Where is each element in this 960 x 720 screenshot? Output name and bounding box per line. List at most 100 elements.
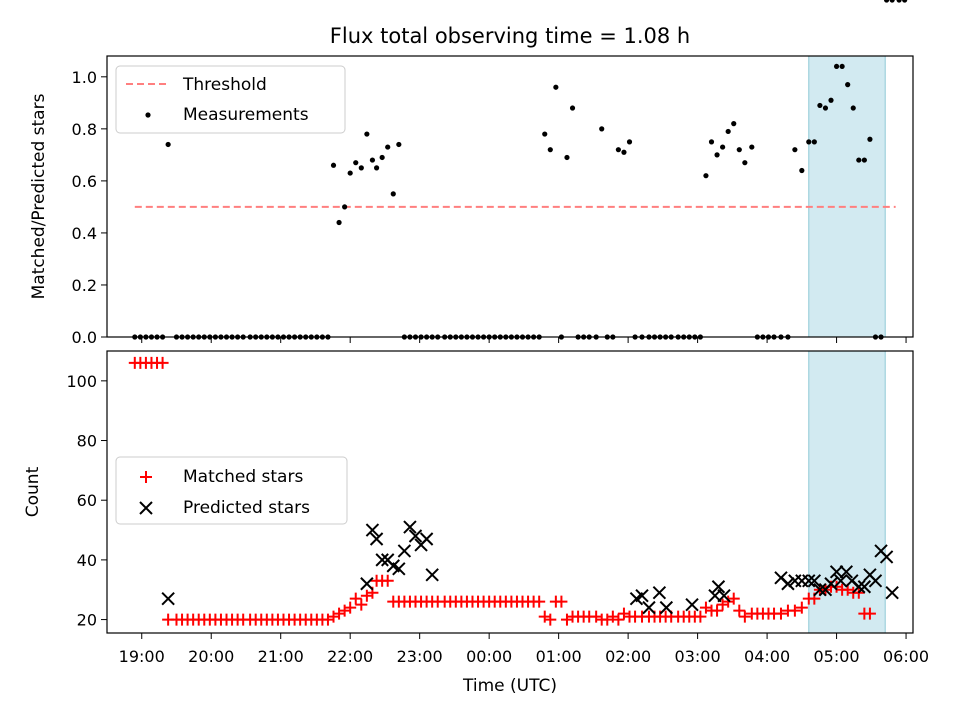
y-tick-label: 40: [77, 551, 97, 570]
measurement-point: [542, 131, 548, 137]
x-tick-label: 23:00: [397, 647, 443, 666]
x-tick-label: 03:00: [675, 647, 721, 666]
y-axis-label: Count: [23, 466, 43, 517]
measurement-point: [799, 167, 805, 174]
matched-star-point: [360, 589, 373, 602]
x-tick-label: 20:00: [188, 647, 234, 666]
measurement-point: [369, 157, 376, 163]
measurement-point: [867, 136, 873, 142]
predicted-star-point: [824, 577, 838, 591]
matched-star-point: [333, 607, 346, 620]
measurement-point: [833, 63, 840, 70]
matched-star-point: [795, 601, 808, 614]
measurement-point: [373, 165, 380, 171]
measurement-point: [165, 141, 171, 148]
y-axis-label: Matched/Predicted stars: [29, 93, 49, 299]
y-tick-label: 80: [77, 432, 97, 451]
measurement-point: [358, 165, 364, 171]
matched-star-point: [606, 610, 619, 623]
measurement-point: [379, 154, 385, 161]
matched-star-point: [830, 580, 843, 593]
matched-star-point: [774, 607, 787, 620]
matched-star-point: [381, 574, 394, 587]
legend-label-measurements: Measurements: [183, 105, 309, 125]
measurement-point: [396, 141, 402, 148]
measurement-point: [547, 147, 553, 153]
measurement-point: [896, 0, 902, 3]
predicted-star-point: [839, 565, 854, 579]
measurement-point: [902, 0, 908, 3]
measurement-point: [742, 160, 748, 166]
y-tick-label: 0.8: [72, 120, 97, 139]
matched-star-point: [738, 610, 751, 623]
matched-star-point: [555, 595, 568, 608]
legend: Threshold Measurements: [115, 65, 346, 134]
predicted-star-point: [807, 574, 822, 588]
predicted-star-point: [635, 588, 649, 603]
measurement-point: [703, 173, 709, 179]
predicted-star-point: [868, 574, 883, 588]
matched-star-point: [344, 601, 357, 614]
predicted-star-point: [834, 574, 848, 588]
matched-star-point: [533, 595, 546, 608]
predicted-star-point: [781, 577, 795, 591]
measurement-point: [861, 157, 867, 163]
matched-star-point: [716, 598, 729, 611]
measurement-point: [817, 102, 823, 109]
matched-star-point: [590, 610, 603, 623]
legend-predicted-swatch: [139, 501, 153, 515]
measurement-point: [615, 147, 621, 153]
matched-star-point: [711, 604, 724, 617]
measurement-point: [850, 105, 856, 111]
predicted-star-point: [879, 550, 894, 564]
matched-star-point: [544, 613, 557, 626]
predicted-star-point: [425, 568, 439, 582]
axes-frame: [106, 55, 914, 338]
x-tick-label: 04:00: [744, 647, 790, 666]
matched-star-point: [612, 613, 625, 626]
predicted-star-point: [813, 583, 827, 597]
x-tick-label: 21:00: [258, 647, 304, 666]
predicted-star-point: [685, 597, 699, 612]
predicted-star-point: [711, 580, 726, 594]
y-tick-label: 0.2: [72, 276, 97, 295]
measurement-point: [336, 219, 342, 226]
matched-star-point: [355, 598, 368, 611]
predicted-star-point: [365, 523, 380, 537]
measurement-point: [806, 139, 812, 145]
measurement-point: [811, 139, 817, 145]
x-axis: 19:00 20:00 21:00 22:00 23:00 00:00 01:00 02:00…: [119, 647, 929, 666]
x-tick-label: 06:00: [883, 647, 929, 666]
measurement-point: [385, 144, 391, 150]
y-tick-label: 1.0: [72, 68, 97, 87]
predicted-star-point: [419, 532, 434, 546]
chart-title: Flux total observing time = 1.08 h: [330, 24, 690, 48]
measurement-point: [856, 157, 862, 163]
measurement-point: [626, 139, 633, 145]
predicted-star-point: [397, 544, 412, 558]
x-tick-label: 02:00: [605, 647, 651, 666]
measurement-point: [839, 63, 845, 70]
x-tick-label: 19:00: [119, 647, 165, 666]
matched-star-point: [538, 610, 551, 623]
measurement-point: [390, 191, 396, 197]
legend-label-predicted: Predicted stars: [183, 498, 310, 518]
matched-star-point: [863, 607, 876, 620]
predicted-star-point: [885, 586, 899, 600]
observing-window-shade: [808, 55, 886, 338]
counts-panel: 20 40 60 80 100 Count Matched stars Predicted s…: [23, 350, 914, 639]
legend-matched-swatch: [140, 471, 152, 483]
matched-star-point: [338, 604, 351, 617]
axes-frame: [106, 350, 914, 634]
measurement-point: [725, 128, 731, 135]
matched-star-point: [699, 601, 712, 614]
measurement-point: [720, 144, 726, 150]
y-tick-label: 0.0: [72, 328, 97, 347]
matched-star-point: [722, 595, 735, 608]
predicted-star-point: [375, 553, 389, 567]
legend-box: [115, 456, 348, 525]
matched-star-point: [349, 592, 362, 605]
matched-star-point: [321, 613, 334, 626]
predicted-star-point: [360, 577, 374, 591]
